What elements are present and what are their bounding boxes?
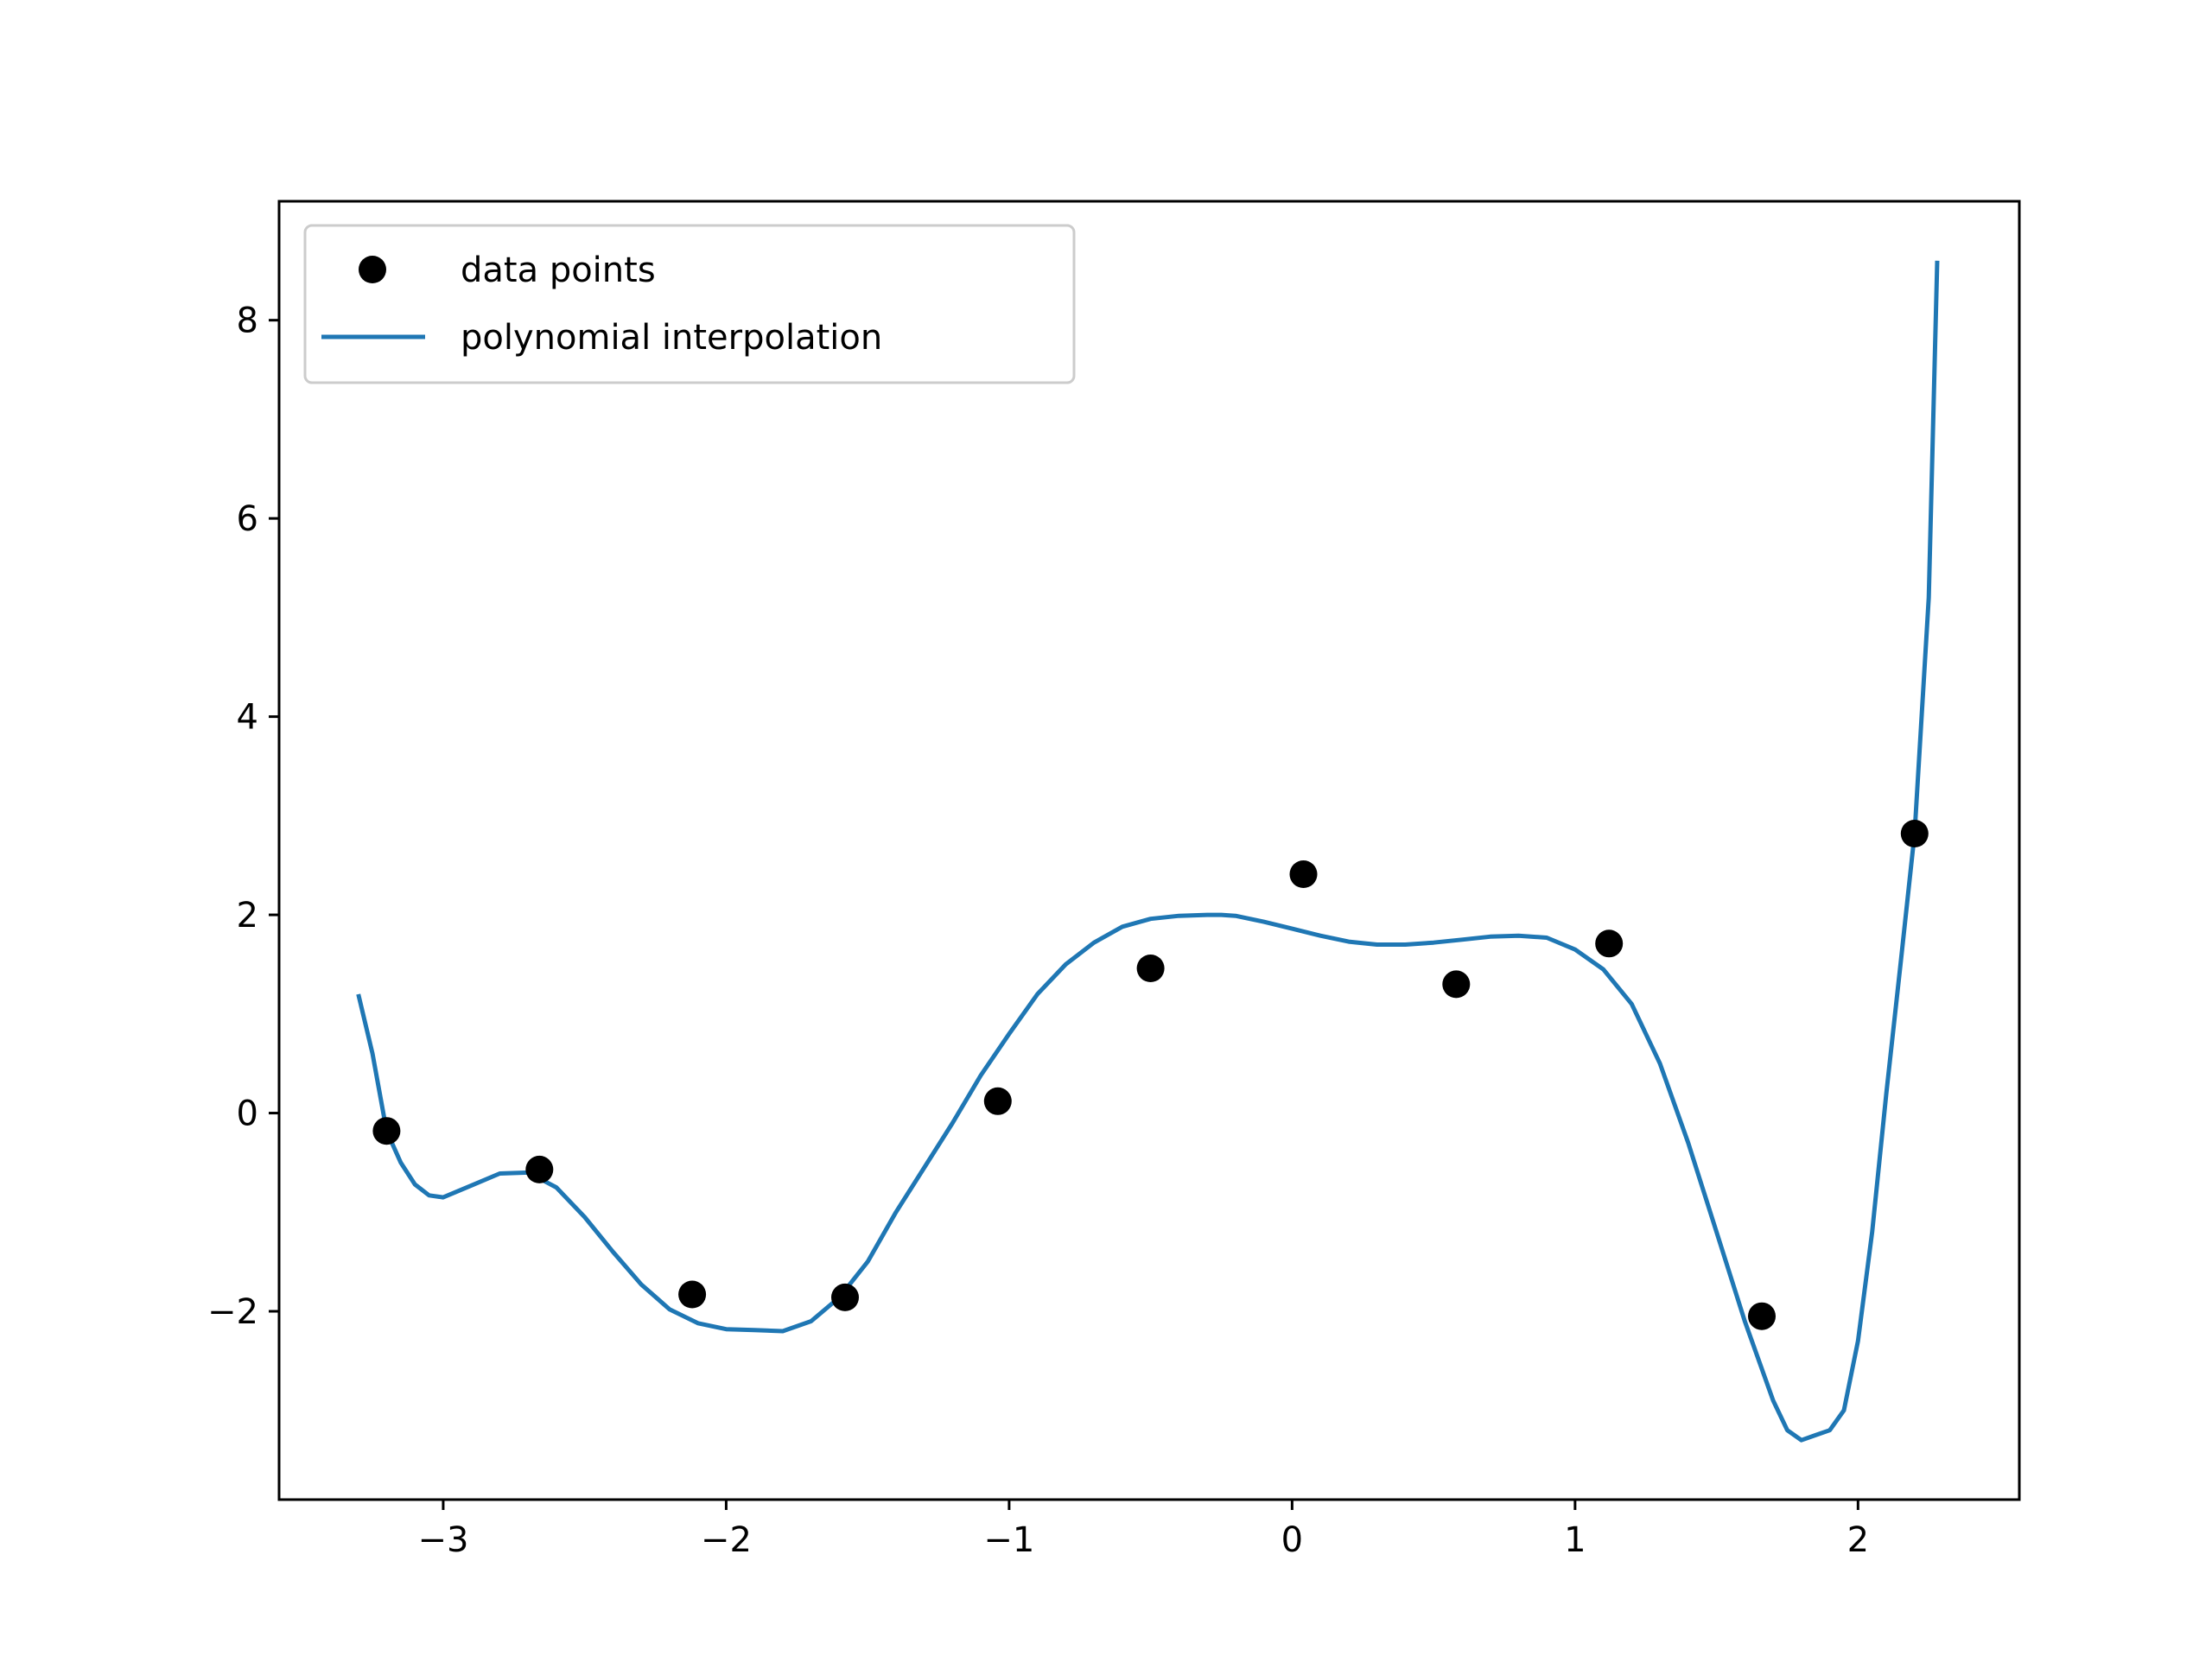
data-point — [1595, 929, 1624, 958]
data-point — [1289, 860, 1318, 888]
data-point — [372, 1117, 401, 1145]
y-tick-label: 8 — [237, 301, 258, 341]
plot-frame — [277, 200, 2021, 1501]
y-tick-label: −2 — [207, 1292, 258, 1332]
legend-label-polynomial-interpolation: polynomial interpolation — [461, 318, 882, 358]
y-tick-label: 4 — [237, 698, 258, 738]
y-tick-label: 2 — [237, 896, 258, 936]
data-point — [1900, 820, 1929, 847]
y-tick-label: 6 — [237, 499, 258, 539]
x-tick-label: −1 — [983, 1520, 1034, 1560]
data-point — [678, 1280, 707, 1309]
y-axis: −2 0 2 4 6 8 — [207, 301, 279, 1332]
data-point — [1748, 1302, 1776, 1330]
x-tick-label: −2 — [701, 1520, 752, 1560]
data-point — [1136, 955, 1165, 982]
data-point — [525, 1155, 554, 1183]
legend-marker-data-points — [359, 256, 386, 283]
x-axis: −3 −2 −1 0 1 2 — [417, 1500, 1869, 1560]
legend: data points polynomial interpolation — [303, 224, 1076, 384]
legend-label-data-points: data points — [461, 251, 656, 290]
data-point — [983, 1087, 1012, 1115]
series-line-polynomial-interpolation — [356, 260, 1940, 1443]
x-tick-label: −3 — [417, 1520, 468, 1560]
x-tick-label: 0 — [1281, 1520, 1303, 1560]
series-layer — [356, 260, 1940, 1443]
plot-area — [279, 201, 2019, 1500]
x-tick-label: 1 — [1564, 1520, 1586, 1560]
x-tick-label: 2 — [1847, 1520, 1869, 1560]
y-tick-label: 0 — [237, 1094, 258, 1134]
data-point — [831, 1283, 859, 1311]
data-point — [1442, 970, 1471, 999]
legend-box — [303, 224, 1076, 384]
